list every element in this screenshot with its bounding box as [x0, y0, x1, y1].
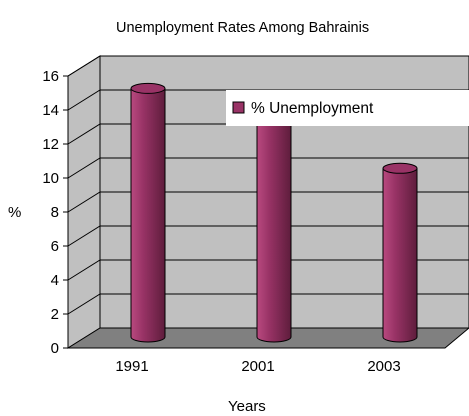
x-tick-label: 1991 — [115, 358, 148, 375]
gridline — [67, 55, 469, 77]
bar-top-1991 — [130, 82, 166, 94]
y-tick-label: 12 — [42, 136, 59, 153]
bar-top-2003 — [382, 162, 418, 174]
gridline — [67, 191, 469, 213]
y-tick-label: 4 — [51, 272, 59, 289]
gridline — [67, 293, 469, 315]
gridline — [67, 259, 469, 281]
y-tick-label: 2 — [51, 306, 59, 323]
gridline — [67, 225, 469, 247]
chart-title: Unemployment Rates Among Bahrainis — [116, 20, 370, 36]
bar-2001 — [256, 118, 292, 343]
y-tick-label: 0 — [51, 340, 59, 357]
gridline — [67, 157, 469, 179]
y-tick-label: 8 — [51, 204, 59, 221]
bar-2003 — [382, 167, 418, 343]
y-tick-label: 14 — [42, 102, 59, 119]
y-tick-label: 10 — [42, 170, 59, 187]
legend-swatch — [232, 101, 245, 114]
legend-label: % Unemployment — [251, 100, 374, 117]
y-tick-label: 16 — [42, 68, 59, 85]
x-tick-label: 2001 — [241, 358, 274, 375]
bar-1991 — [130, 87, 166, 343]
legend-box — [226, 90, 469, 126]
x-tick-label: 2003 — [367, 358, 400, 375]
y-axis-label: % — [8, 204, 22, 221]
x-axis-label: Years — [228, 398, 266, 415]
y-tick-label: 6 — [51, 238, 59, 255]
